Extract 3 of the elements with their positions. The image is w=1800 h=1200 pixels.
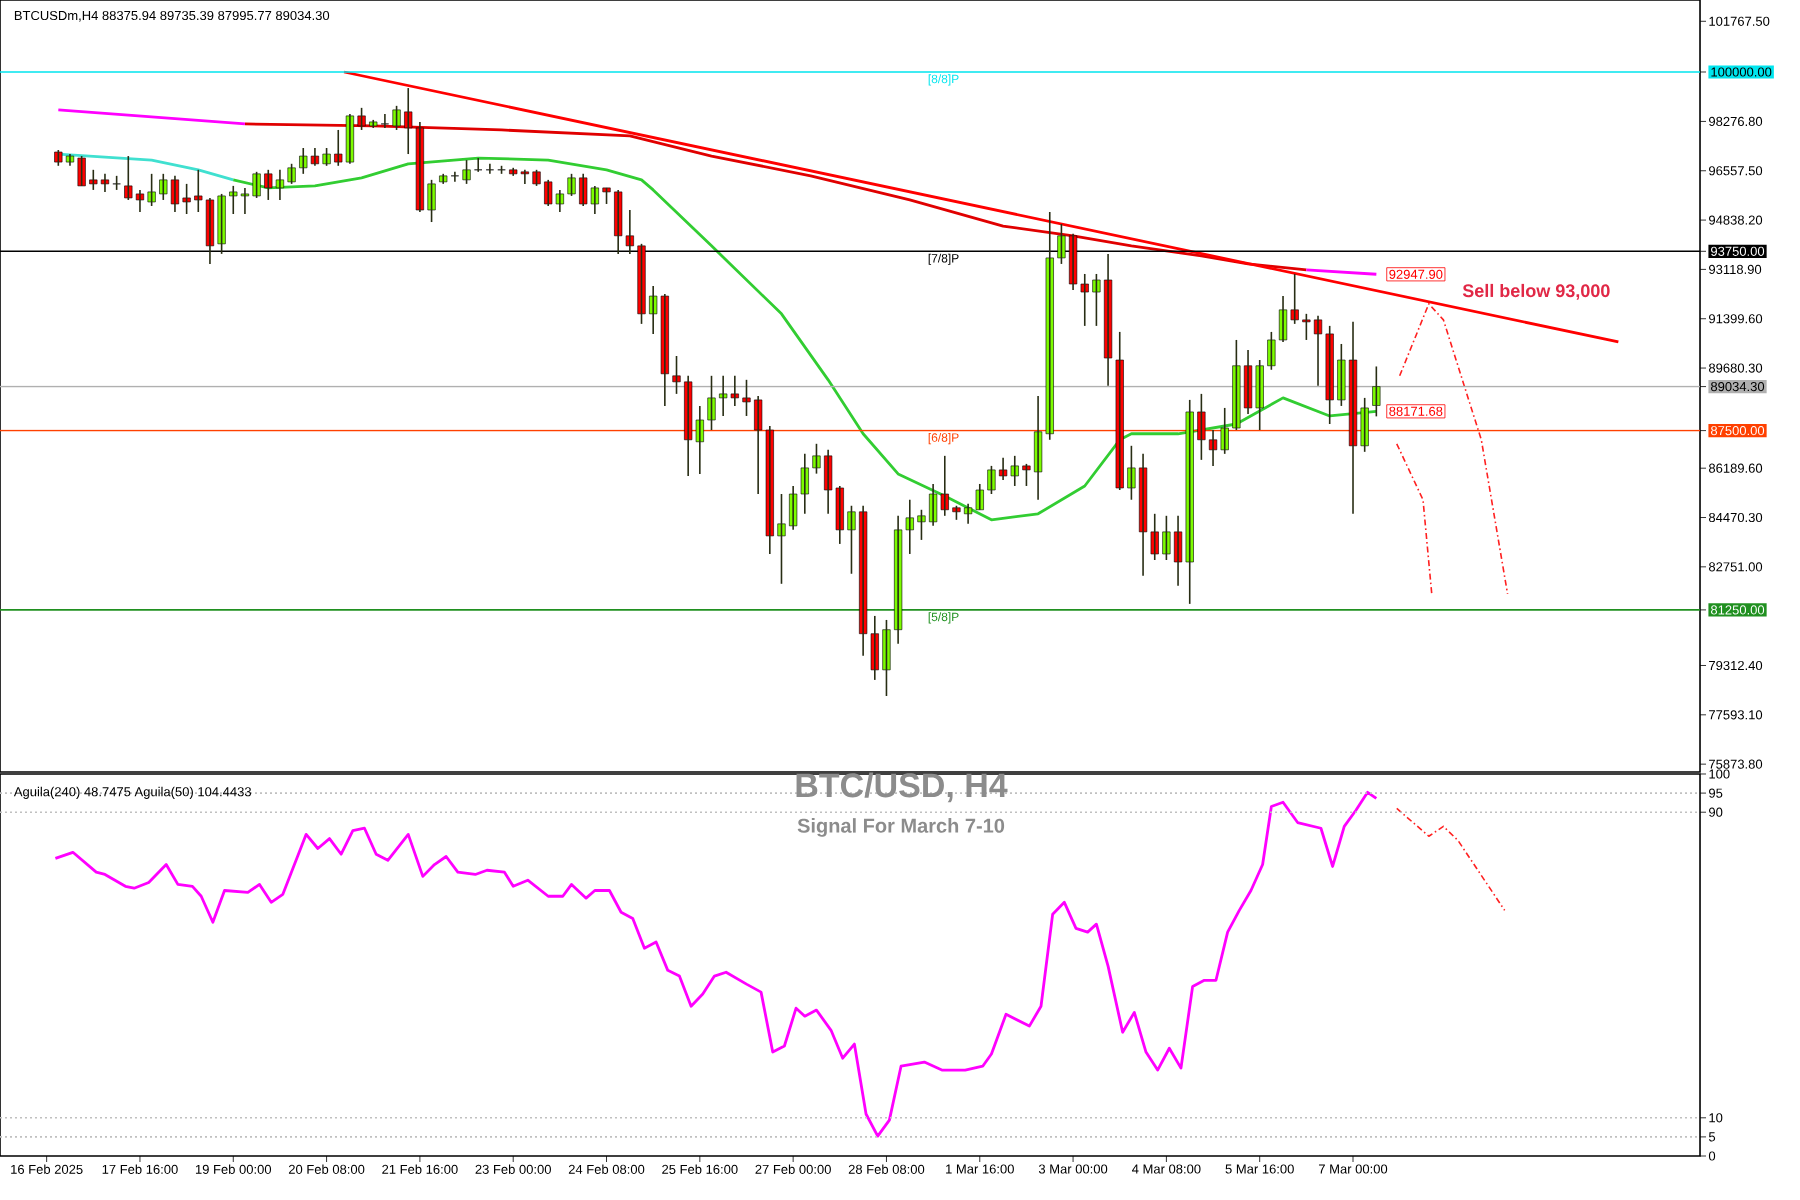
annotation: Signal For March 7-10	[797, 818, 1005, 837]
annotation: Sell below 93,000	[1462, 283, 1610, 300]
annotation: BTC/USD, H4	[796, 772, 1008, 803]
